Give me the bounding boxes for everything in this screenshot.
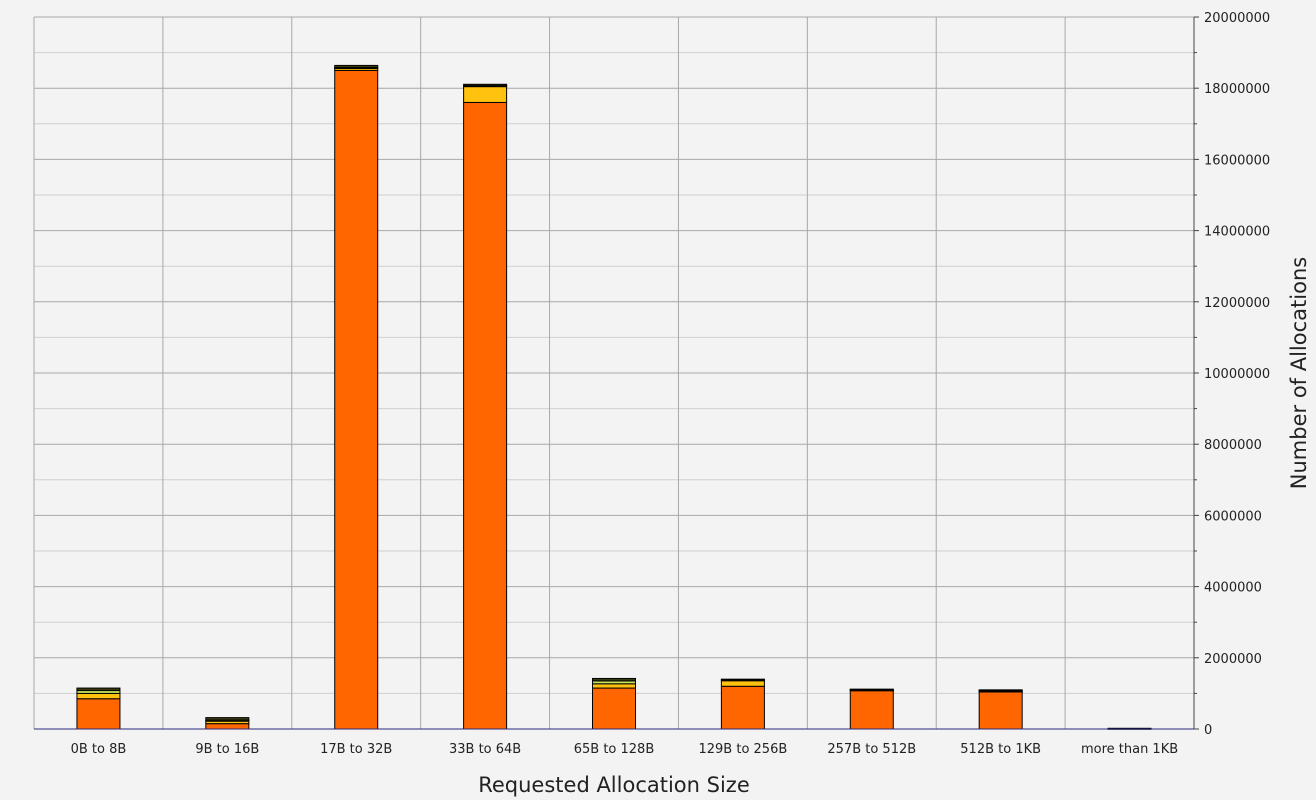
bar-segment [978,689,1023,692]
x-tick-label: 33B to 64B [449,742,521,757]
x-tick-label: 9B to 16B [195,742,259,757]
y-axis-title: Number of Allocations [1287,257,1311,489]
grid-lines [33,16,1195,729]
axes [34,16,1199,730]
bar-segment [205,717,250,721]
x-axis-title: Requested Allocation Size [478,773,750,797]
bar-segment [720,678,765,681]
y-tick-label: 14000000 [1204,225,1270,240]
bar-segment [334,64,379,69]
bar-segment [76,687,121,692]
y-tick-label: 16000000 [1204,153,1270,168]
x-tick-label: 129B to 256B [698,742,787,757]
bar-segment [463,85,508,103]
bar-segment [463,101,508,730]
x-tick-labels: 0B to 8B 9B to 16B 17B to 32B 33B to 64B 65B… [71,742,1179,757]
x-tick-label: 0B to 8B [71,742,127,757]
bar-segment [720,685,765,730]
y-tick-labels: 0 2000000 4000000 6000000 8000000 10000000 120… [1204,11,1270,738]
bar-segment [592,683,636,689]
bar-segment [849,690,894,730]
x-tick-label: 512B to 1KB [960,742,1041,757]
y-tick-label: 2000000 [1204,652,1262,667]
y-tick-label: 4000000 [1204,581,1262,596]
bar-segment [463,83,508,87]
bar-segment [76,692,121,700]
x-tick-label: 65B to 128B [574,742,655,757]
bar-segment [334,69,379,730]
bar-segment [849,688,894,691]
bar-segment [76,698,121,730]
x-tick-label: 257B to 512B [827,742,916,757]
y-tick-label: 6000000 [1204,509,1262,524]
x-tick-label: 17B to 32B [320,742,392,757]
bar-segment [592,687,636,730]
y-tick-label: 18000000 [1204,82,1270,97]
y-tick-label: 20000000 [1204,11,1270,26]
x-tick-label: more than 1KB [1081,742,1178,757]
y-tick-label: 8000000 [1204,438,1262,453]
y-tick-label: 10000000 [1204,367,1270,382]
y-tick-label: 12000000 [1204,296,1270,311]
bar-segment [205,723,250,730]
y-tick-label: 0 [1204,723,1212,738]
bar-segment [978,691,1023,730]
bars [76,64,1152,730]
bar-segment [592,677,636,682]
